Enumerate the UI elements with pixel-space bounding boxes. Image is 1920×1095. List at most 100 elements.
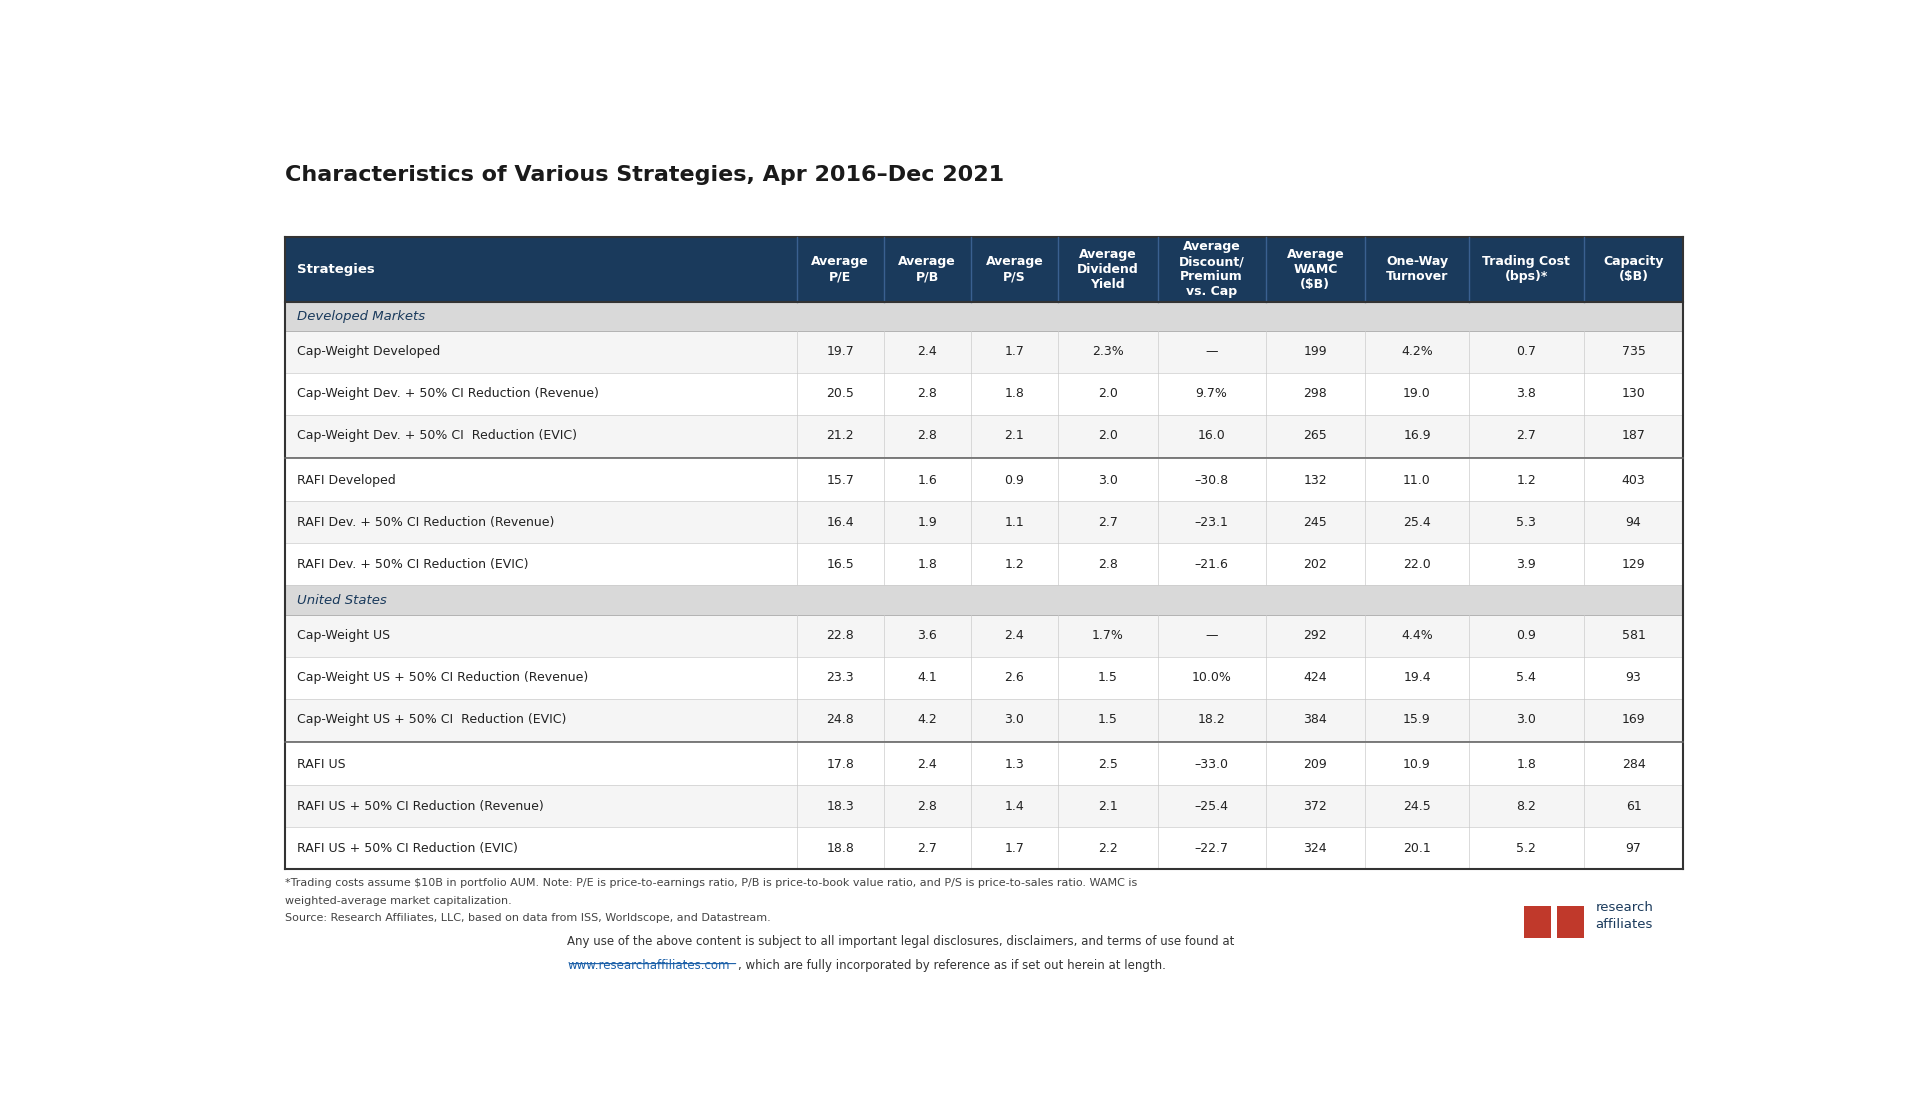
Bar — [284, 237, 1684, 302]
Text: —: — — [1206, 345, 1217, 358]
Bar — [1557, 907, 1584, 938]
Text: 3.9: 3.9 — [1517, 558, 1536, 570]
Text: 24.8: 24.8 — [826, 713, 854, 726]
Text: 2.4: 2.4 — [1004, 629, 1023, 642]
Text: 9.7%: 9.7% — [1196, 388, 1227, 401]
Text: 1.4: 1.4 — [1004, 799, 1023, 812]
Bar — [284, 331, 1684, 373]
Text: 202: 202 — [1304, 558, 1327, 570]
Text: 0.9: 0.9 — [1004, 474, 1025, 487]
Bar — [284, 586, 1684, 614]
Text: 209: 209 — [1304, 758, 1327, 771]
Text: weighted-average market capitalization.: weighted-average market capitalization. — [284, 896, 511, 907]
Text: 130: 130 — [1622, 388, 1645, 401]
Text: Capacity
($B): Capacity ($B) — [1603, 255, 1665, 284]
Text: 3.8: 3.8 — [1517, 388, 1536, 401]
Text: 22.8: 22.8 — [826, 629, 854, 642]
Text: Average
P/B: Average P/B — [899, 255, 956, 284]
Text: 15.9: 15.9 — [1404, 713, 1430, 726]
Text: 25.4: 25.4 — [1404, 516, 1430, 529]
Text: Any use of the above content is subject to all important legal disclosures, disc: Any use of the above content is subject … — [568, 935, 1235, 948]
Text: –22.7: –22.7 — [1194, 842, 1229, 854]
Text: 1.2: 1.2 — [1004, 558, 1023, 570]
Text: 3.0: 3.0 — [1517, 713, 1536, 726]
Text: Cap-Weight US + 50% CI  Reduction (EVIC): Cap-Weight US + 50% CI Reduction (EVIC) — [296, 713, 566, 726]
Text: Developed Markets: Developed Markets — [296, 310, 424, 323]
Text: 16.4: 16.4 — [826, 516, 854, 529]
Text: 4.1: 4.1 — [918, 671, 937, 684]
Text: RAFI US + 50% CI Reduction (EVIC): RAFI US + 50% CI Reduction (EVIC) — [296, 842, 516, 854]
Text: –25.4: –25.4 — [1194, 799, 1229, 812]
Text: —: — — [1206, 629, 1217, 642]
Text: –21.6: –21.6 — [1194, 558, 1229, 570]
Text: 1.1: 1.1 — [1004, 516, 1023, 529]
Text: –33.0: –33.0 — [1194, 758, 1229, 771]
Text: 169: 169 — [1622, 713, 1645, 726]
Text: 3.6: 3.6 — [918, 629, 937, 642]
Text: 2.0: 2.0 — [1098, 388, 1117, 401]
Text: 1.8: 1.8 — [918, 558, 937, 570]
Text: 403: 403 — [1622, 474, 1645, 487]
Text: 2.7: 2.7 — [918, 842, 937, 854]
Text: Average
Dividend
Yield: Average Dividend Yield — [1077, 247, 1139, 291]
Bar — [284, 373, 1684, 415]
Text: 2.1: 2.1 — [1004, 429, 1023, 442]
Text: 2.6: 2.6 — [1004, 671, 1023, 684]
Text: 2.8: 2.8 — [1098, 558, 1117, 570]
Text: 0.7: 0.7 — [1517, 345, 1536, 358]
Text: 24.5: 24.5 — [1404, 799, 1430, 812]
Text: 1.6: 1.6 — [918, 474, 937, 487]
Text: 1.8: 1.8 — [1517, 758, 1536, 771]
Text: 18.8: 18.8 — [826, 842, 854, 854]
Text: 18.3: 18.3 — [826, 799, 854, 812]
Text: 2.1: 2.1 — [1098, 799, 1117, 812]
Text: RAFI Developed: RAFI Developed — [296, 474, 396, 487]
Text: 93: 93 — [1626, 671, 1642, 684]
Text: 20.5: 20.5 — [826, 388, 854, 401]
Text: 94: 94 — [1626, 516, 1642, 529]
Text: 1.8: 1.8 — [1004, 388, 1025, 401]
Text: 0.9: 0.9 — [1517, 629, 1536, 642]
Text: 581: 581 — [1622, 629, 1645, 642]
Text: 1.7%: 1.7% — [1092, 629, 1123, 642]
Bar — [1524, 907, 1551, 938]
Bar — [284, 785, 1684, 827]
Text: 324: 324 — [1304, 842, 1327, 854]
Text: Average
Discount/
Premium
vs. Cap: Average Discount/ Premium vs. Cap — [1179, 240, 1244, 298]
Text: www.researchaffiliates.com: www.researchaffiliates.com — [568, 958, 730, 971]
Text: 22.0: 22.0 — [1404, 558, 1430, 570]
Text: 3.0: 3.0 — [1098, 474, 1117, 487]
Text: 2.0: 2.0 — [1098, 429, 1117, 442]
Text: 2.2: 2.2 — [1098, 842, 1117, 854]
Text: 2.8: 2.8 — [918, 388, 937, 401]
Text: Source: Research Affiliates, LLC, based on data from ISS, Worldscope, and Datast: Source: Research Affiliates, LLC, based … — [284, 913, 770, 923]
Text: Average
WAMC
($B): Average WAMC ($B) — [1286, 247, 1344, 291]
Text: 2.8: 2.8 — [918, 799, 937, 812]
Text: Cap-Weight Dev. + 50% CI Reduction (Revenue): Cap-Weight Dev. + 50% CI Reduction (Reve… — [296, 388, 599, 401]
Text: Average
P/S: Average P/S — [985, 255, 1043, 284]
Text: 10.0%: 10.0% — [1192, 671, 1231, 684]
Text: 2.5: 2.5 — [1098, 758, 1117, 771]
Text: RAFI Dev. + 50% CI Reduction (EVIC): RAFI Dev. + 50% CI Reduction (EVIC) — [296, 558, 528, 570]
Bar — [284, 744, 1684, 785]
Text: 129: 129 — [1622, 558, 1645, 570]
Text: 8.2: 8.2 — [1517, 799, 1536, 812]
Text: Cap-Weight Dev. + 50% CI  Reduction (EVIC): Cap-Weight Dev. + 50% CI Reduction (EVIC… — [296, 429, 576, 442]
Text: 1.7: 1.7 — [1004, 345, 1025, 358]
Text: Average
P/E: Average P/E — [812, 255, 870, 284]
Text: 5.2: 5.2 — [1517, 842, 1536, 854]
Text: Cap-Weight US: Cap-Weight US — [296, 629, 390, 642]
Text: 16.0: 16.0 — [1198, 429, 1225, 442]
Bar — [284, 543, 1684, 586]
Text: 1.7: 1.7 — [1004, 842, 1025, 854]
Text: 284: 284 — [1622, 758, 1645, 771]
Text: 19.7: 19.7 — [826, 345, 854, 358]
Text: 132: 132 — [1304, 474, 1327, 487]
Text: 2.4: 2.4 — [918, 758, 937, 771]
Text: 372: 372 — [1304, 799, 1327, 812]
Text: 10.9: 10.9 — [1404, 758, 1430, 771]
Text: 18.2: 18.2 — [1198, 713, 1225, 726]
Text: 17.8: 17.8 — [826, 758, 854, 771]
Text: 5.4: 5.4 — [1517, 671, 1536, 684]
Text: Trading Cost
(bps)*: Trading Cost (bps)* — [1482, 255, 1571, 284]
